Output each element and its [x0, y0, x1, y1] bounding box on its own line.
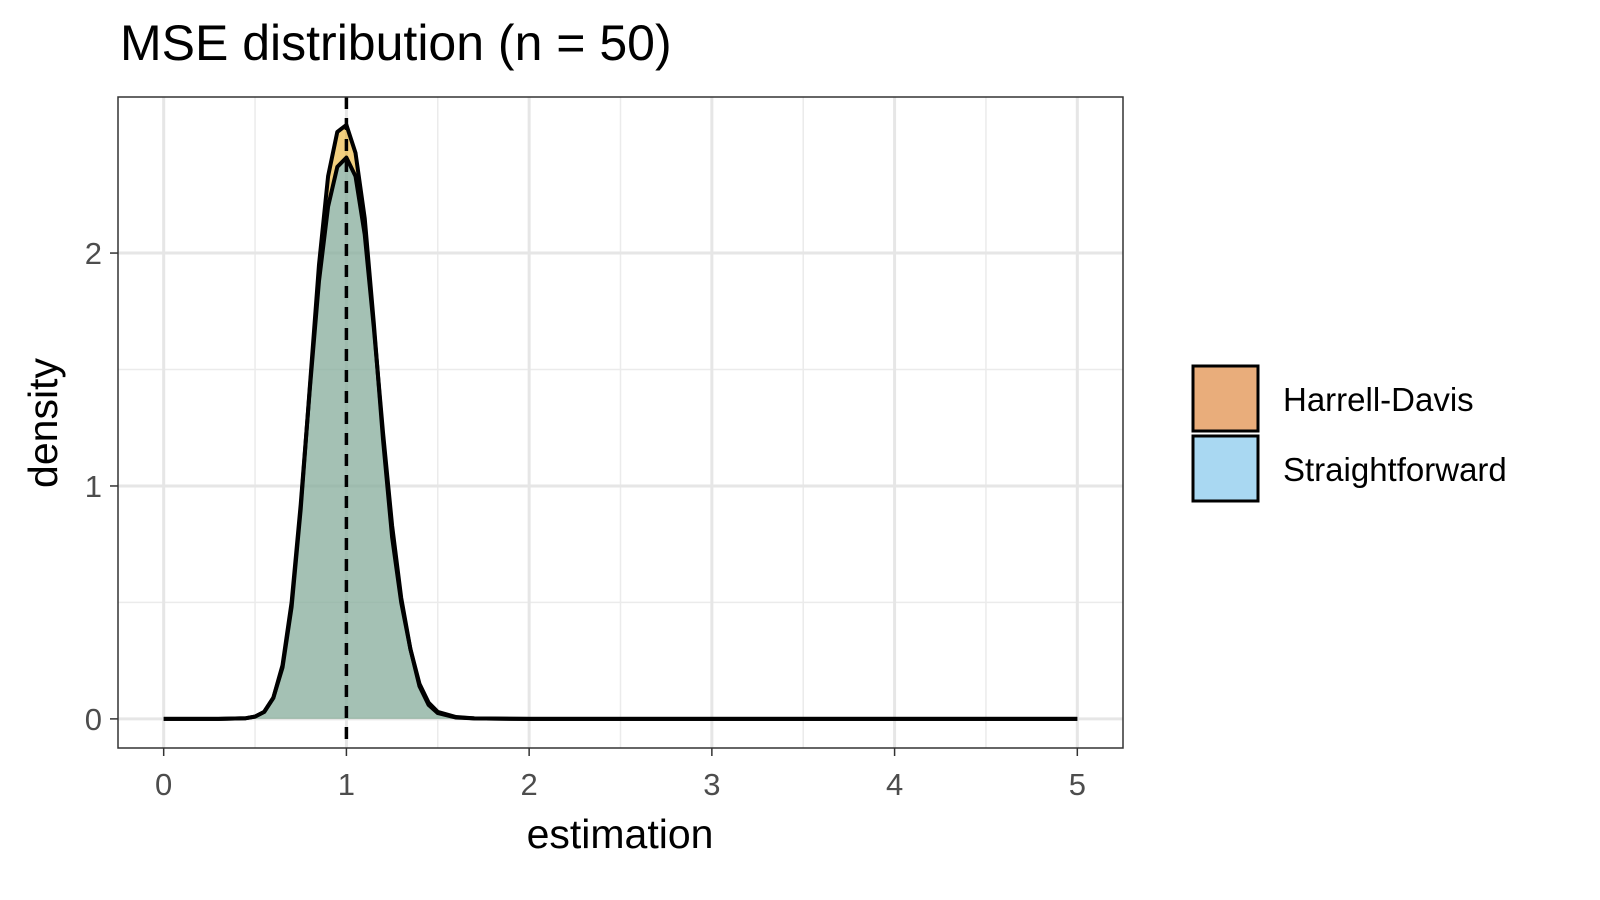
grid-minor — [118, 97, 1123, 748]
x-axis: 0 1 2 3 4 5 — [155, 748, 1086, 802]
x-tick-label: 0 — [155, 767, 172, 802]
x-tick-label: 4 — [886, 767, 903, 802]
legend: Harrell-Davis Straightforward — [1191, 364, 1507, 503]
x-tick-label: 3 — [703, 767, 720, 802]
grid-major — [118, 97, 1123, 748]
x-tick-label: 1 — [338, 767, 355, 802]
legend-key — [1191, 434, 1260, 503]
chart-title: MSE distribution (n = 50) — [120, 15, 672, 71]
density-line-straightforward — [163, 155, 1078, 721]
y-axis-title: density — [20, 358, 66, 488]
legend-label: Harrell-Davis — [1283, 381, 1474, 418]
plot-border — [117, 96, 1124, 749]
density-area-straightforward — [163, 157, 1078, 719]
series-layer — [163, 122, 1078, 721]
legend-key — [1191, 364, 1260, 433]
y-axis: 0 1 2 — [85, 236, 118, 737]
y-tick-label: 0 — [85, 702, 102, 737]
x-axis-title: estimation — [527, 811, 714, 857]
y-tick-label: 2 — [85, 236, 102, 271]
x-tick-label: 2 — [521, 767, 538, 802]
y-tick-label: 1 — [85, 469, 102, 504]
x-tick-label: 5 — [1069, 767, 1086, 802]
legend-label: Straightforward — [1283, 451, 1507, 488]
